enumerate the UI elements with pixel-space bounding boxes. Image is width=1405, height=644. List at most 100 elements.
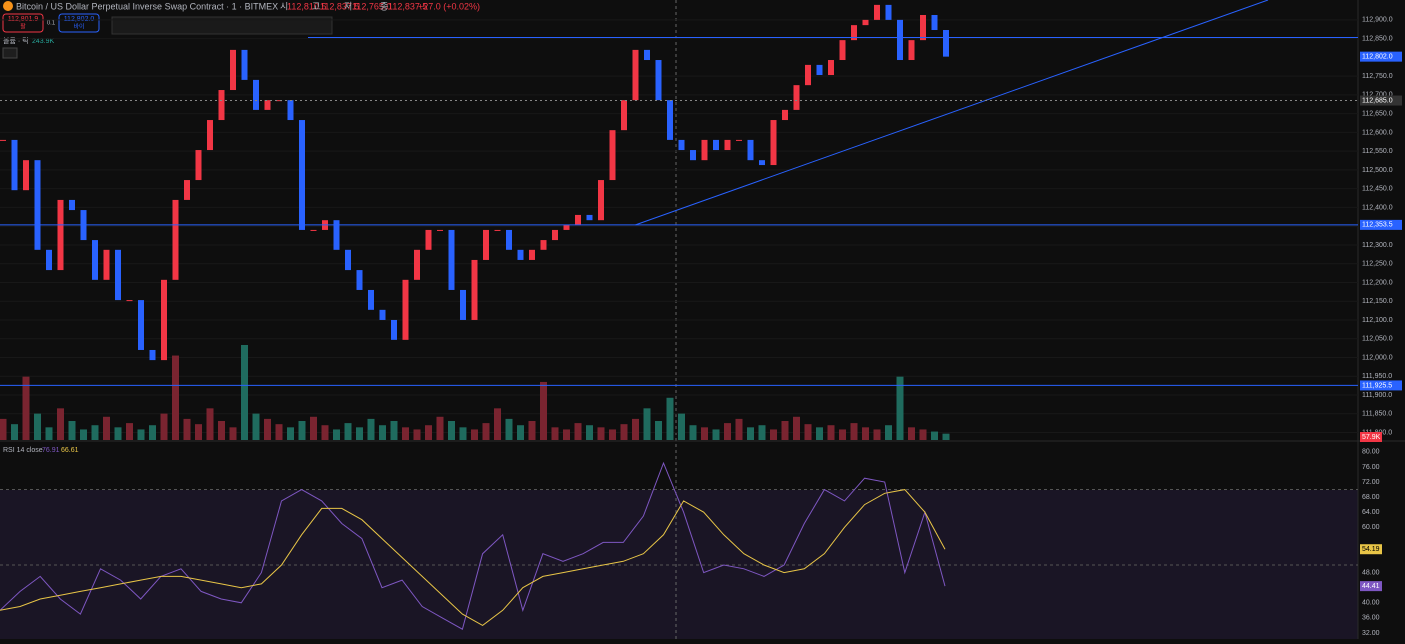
y-tick-label: 112,200.0	[1362, 279, 1393, 286]
candle	[563, 225, 570, 230]
volume-bar	[540, 381, 547, 440]
candle	[793, 85, 800, 110]
candle	[667, 100, 673, 140]
volume-bar	[931, 431, 938, 440]
volume-bar	[804, 424, 812, 440]
candle	[506, 229, 512, 250]
volume-bar	[103, 416, 110, 440]
candle	[460, 289, 466, 320]
candle	[425, 229, 432, 250]
spread: 0.1	[47, 21, 56, 27]
candle	[839, 40, 846, 61]
volume-bar	[747, 427, 754, 440]
buy-button[interactable]	[58, 13, 100, 33]
volume-bar	[517, 425, 524, 440]
candle	[57, 199, 64, 271]
sell-label[interactable]: 팔	[20, 24, 26, 31]
symbol[interactable]: Bitcoin / US Dollar Perpetual Inverse Sw…	[16, 1, 278, 11]
candle	[402, 279, 409, 340]
candle	[356, 270, 363, 290]
collapse-button[interactable]	[2, 47, 18, 59]
candle	[885, 4, 892, 20]
volume-bar	[873, 429, 881, 440]
volume-bar	[643, 408, 651, 440]
volume-bar	[287, 427, 294, 440]
volume-bar	[908, 427, 915, 440]
y-tick-label: 112,650.0	[1362, 111, 1393, 118]
volume-bar	[402, 427, 409, 440]
volume-value: 243.9K	[32, 38, 55, 45]
buy-price[interactable]: 112,802.0	[64, 16, 95, 23]
rsi-line	[0, 461, 946, 630]
rsi-label: 44.41	[1362, 583, 1380, 590]
price-label: 112,353.5	[1362, 222, 1393, 229]
candle	[575, 214, 581, 226]
volume-bar	[919, 429, 927, 440]
volume-bar	[264, 418, 271, 440]
volume-bar	[574, 423, 582, 440]
volume-bar	[505, 418, 513, 440]
ohlc-label: 저	[344, 1, 352, 11]
candle	[805, 64, 811, 86]
rsi-tick-label: 68.00	[1362, 494, 1380, 501]
y-tick-label: 112,400.0	[1362, 204, 1393, 211]
volume-bar	[770, 429, 777, 440]
candle	[69, 199, 75, 211]
candle	[34, 160, 41, 250]
volume-bar	[22, 376, 30, 440]
volume-bar	[689, 425, 697, 440]
candle	[218, 90, 225, 121]
rsi-ma-label-box	[1360, 544, 1382, 555]
candle	[828, 60, 834, 76]
volume-bar	[68, 421, 76, 440]
rsi-tick-label: 64.00	[1362, 509, 1380, 516]
candle	[609, 130, 616, 181]
rsi-ma-label: 54.19	[1362, 546, 1380, 553]
candle	[678, 139, 685, 151]
y-tick-label: 111,900.0	[1362, 392, 1392, 399]
candle	[11, 139, 18, 191]
volume-title: 볼륨 · 틱	[3, 36, 29, 45]
volume-bar	[321, 425, 329, 440]
y-tick-label: 112,450.0	[1362, 186, 1393, 193]
y-tick-label: 112,600.0	[1362, 129, 1393, 136]
candle	[690, 150, 696, 161]
candle	[494, 229, 501, 231]
drawing-toolbar[interactable]	[111, 16, 333, 35]
rsi-ma-line	[0, 489, 946, 626]
sell-price[interactable]: 112,801.9	[8, 16, 39, 23]
candle	[759, 160, 765, 166]
candle	[264, 100, 271, 110]
candle	[184, 180, 190, 200]
rsi-title: RSI 14 close	[3, 447, 43, 454]
buy-label[interactable]: 바이	[73, 23, 84, 31]
volume-bar	[459, 427, 467, 440]
candle	[414, 249, 420, 280]
candle	[483, 229, 489, 260]
rsi-tick-label: 72.00	[1362, 479, 1380, 486]
volume-bar	[390, 421, 398, 440]
volume-bar	[839, 429, 846, 440]
volume-bar	[310, 416, 317, 440]
ohlc-value: 112,765.0	[352, 1, 391, 11]
candle	[529, 249, 535, 260]
volume-bar	[655, 421, 662, 440]
y-tick-label: 112,550.0	[1362, 148, 1393, 155]
candle	[276, 100, 282, 102]
volume-bar	[528, 421, 536, 440]
volume-bar	[448, 421, 455, 440]
candle	[713, 139, 719, 151]
volume-bar	[344, 423, 352, 440]
y-tick-label: 112,000.0	[1362, 354, 1393, 361]
rsi-tick-label: 40.00	[1362, 600, 1380, 607]
volume-bar	[666, 397, 674, 440]
candle	[552, 229, 558, 241]
volume-bar	[471, 429, 478, 440]
candle	[586, 214, 593, 221]
sell-button[interactable]	[2, 13, 44, 33]
volume-bar	[11, 424, 18, 440]
candle	[253, 79, 259, 110]
volume-label: 57.9K	[1362, 434, 1381, 441]
candle	[897, 19, 903, 61]
